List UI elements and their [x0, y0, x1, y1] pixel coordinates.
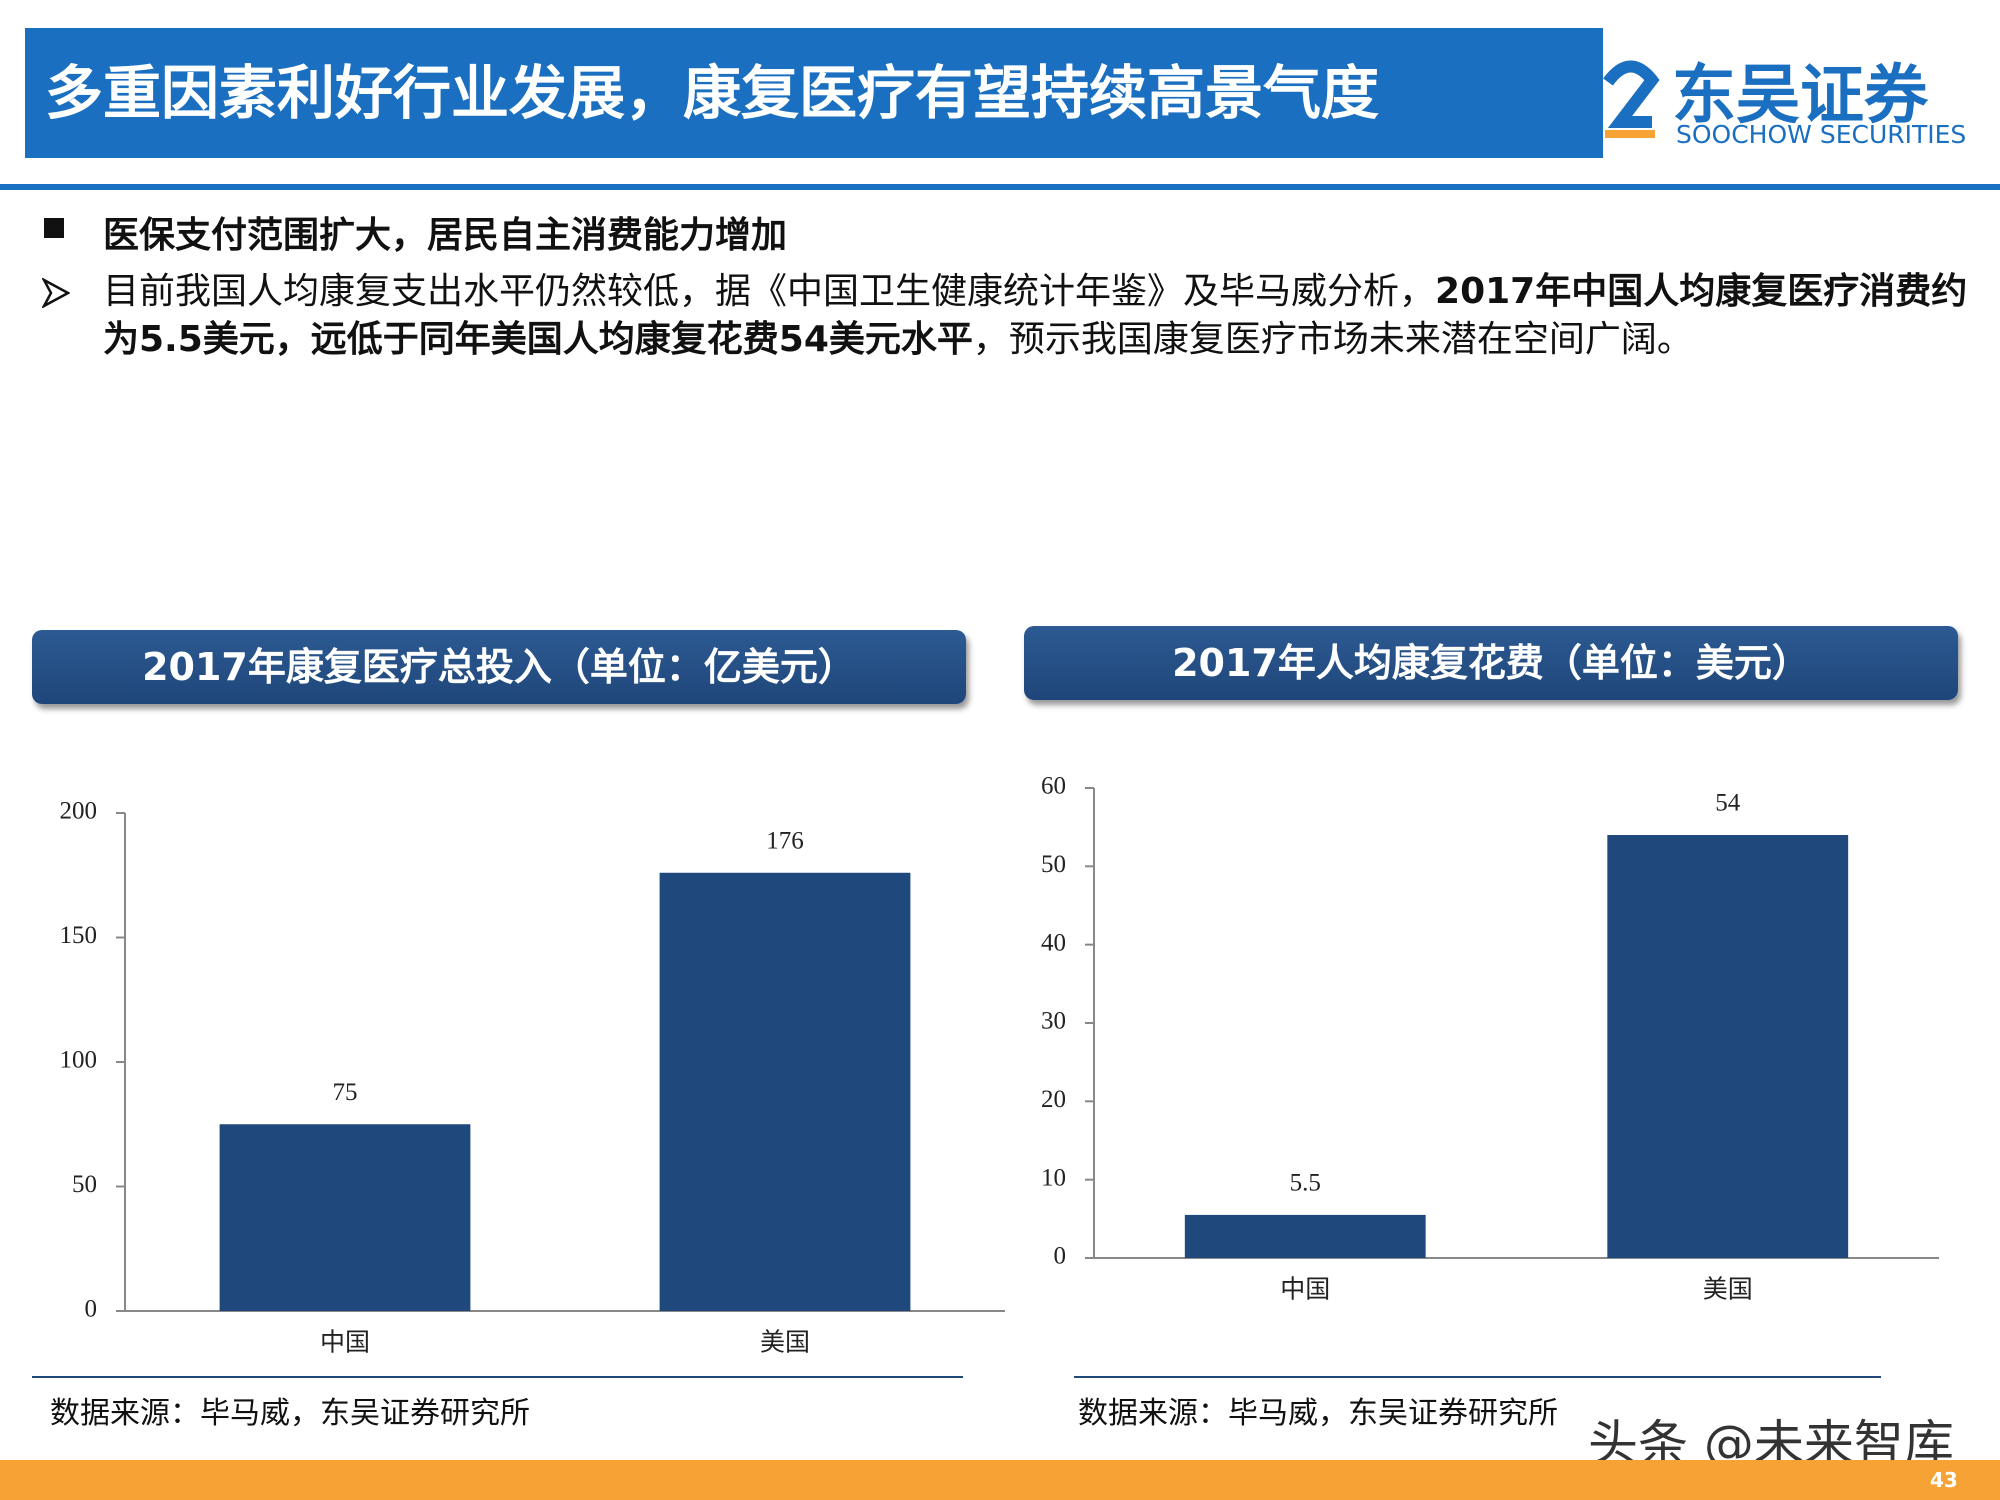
y-tick-label: 150	[60, 922, 98, 949]
bar	[219, 1124, 471, 1311]
page-number: 43	[1930, 1468, 1958, 1492]
footer-bar	[0, 1460, 2000, 1500]
y-tick-label: 20	[1041, 1086, 1066, 1113]
logo	[1600, 52, 1660, 146]
source-rule	[1074, 1376, 1881, 1378]
header-rule	[0, 184, 2000, 190]
bar	[1184, 1214, 1426, 1258]
paragraph: 目前我国人均康复支出水平仍然较低，据《中国卫生健康统计年鉴》及毕马威分析，201…	[103, 268, 1975, 364]
y-tick-label: 10	[1041, 1164, 1066, 1191]
bar	[1607, 835, 1849, 1258]
paragraph-text: ，预示我国康复医疗市场未来潜在空间广阔。	[972, 319, 1693, 360]
paragraph-text: 2017年中国人均康复医疗消费约为5.5美元，远低于同年美国人均康复花费54美元…	[103, 271, 1968, 360]
y-tick-label: 0	[85, 1296, 98, 1323]
y-tick-label: 40	[1041, 929, 1066, 956]
paragraph-text: 目前我国人均康复支出水平仍然较低，据《中国卫生健康统计年鉴》及毕马威分析，	[103, 271, 1436, 312]
y-tick-label: 100	[60, 1047, 98, 1074]
logo-cn: 东吴证券	[1672, 59, 1928, 133]
bullet-square	[44, 218, 64, 238]
bar	[659, 872, 911, 1311]
source-rule	[32, 1376, 963, 1378]
logo-icon	[1603, 60, 1660, 138]
x-tick-label: 美国	[760, 1329, 810, 1357]
x-tick-label: 中国	[1280, 1276, 1330, 1304]
value-label: 54	[1715, 790, 1741, 817]
header-title: 多重因素利好行业发展，康复医疗有望持续高景气度	[25, 28, 1603, 158]
chart-title: 2017年人均康复花费（单位：美元）	[1024, 626, 1958, 700]
value-label: 176	[766, 827, 804, 854]
logo-en: SOOCHOW SECURITIES	[1676, 120, 1967, 149]
y-tick-label: 200	[60, 798, 98, 825]
source: 数据来源：毕马威，东吴证券研究所	[1078, 1396, 1558, 1431]
x-tick-label: 中国	[320, 1329, 370, 1357]
y-tick-label: 0	[1054, 1243, 1067, 1270]
y-tick-label: 60	[1041, 773, 1066, 800]
x-tick-label: 美国	[1703, 1276, 1753, 1304]
bullet-arrow	[42, 278, 70, 308]
chart-title: 2017年康复医疗总投入（单位：亿美元）	[32, 630, 966, 704]
section-heading: 医保支付范围扩大，居民自主消费能力增加	[103, 215, 788, 256]
value-label: 5.5	[1290, 1170, 1321, 1197]
source: 数据来源：毕马威，东吴证券研究所	[50, 1396, 530, 1431]
y-tick-label: 50	[72, 1171, 97, 1198]
y-tick-label: 50	[1041, 851, 1066, 878]
value-label: 75	[333, 1079, 358, 1106]
y-tick-label: 30	[1041, 1008, 1066, 1035]
